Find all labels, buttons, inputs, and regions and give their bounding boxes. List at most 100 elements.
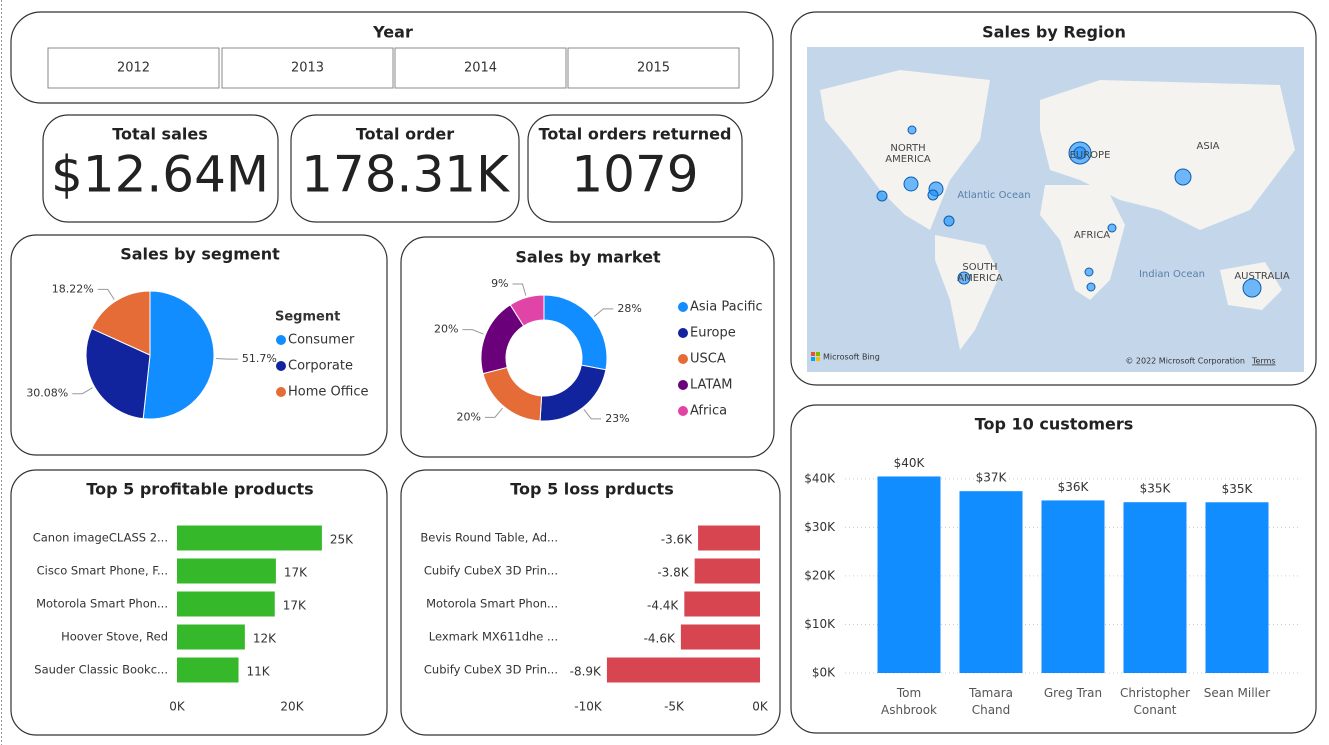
map-copyright: © 2022 Microsoft Corporation xyxy=(1125,357,1245,366)
y-tick-label: Sauder Classic Bookc... xyxy=(34,663,168,677)
data-label: 51.7% xyxy=(242,352,277,365)
y-tick-label: Lexmark MX611dhe ... xyxy=(429,630,558,644)
data-label: $35K xyxy=(1222,482,1254,496)
bar xyxy=(177,657,239,683)
year-label: 2015 xyxy=(637,61,670,76)
map-label: Indian Ocean xyxy=(1138,269,1206,280)
data-label: 28% xyxy=(617,302,641,315)
bar xyxy=(1041,500,1105,673)
year-button[interactable] xyxy=(394,47,567,89)
bar xyxy=(698,525,760,551)
x-tick-label: 0K xyxy=(169,700,186,714)
legend-marker xyxy=(276,387,286,397)
map-terms[interactable]: Terms xyxy=(1251,357,1276,366)
legend-label: Corporate xyxy=(288,359,353,374)
y-tick-label: $30K xyxy=(804,520,836,534)
year-button[interactable] xyxy=(567,47,740,89)
y-tick-label: $0K xyxy=(812,666,836,680)
y-tick-label: Hoover Stove, Red xyxy=(61,630,168,644)
data-label: 12K xyxy=(253,632,277,646)
y-tick-label: Motorola Smart Phon... xyxy=(426,597,558,611)
legend-marker xyxy=(678,354,688,364)
data-label: 17K xyxy=(283,599,307,613)
chart-title: Sales by market xyxy=(515,248,661,267)
legend-title: Segment xyxy=(275,310,340,325)
chart-title: Top 5 loss prducts xyxy=(510,480,673,499)
map-title: Sales by Region xyxy=(982,23,1126,42)
leader-line xyxy=(72,387,93,395)
map-label: AUSTRALIA xyxy=(1234,271,1290,282)
bar xyxy=(177,591,275,617)
data-label: 30.08% xyxy=(26,387,68,400)
data-label: 20% xyxy=(434,323,458,336)
card-value: 1079 xyxy=(571,146,698,204)
bar xyxy=(177,624,245,650)
chart-title: Top 5 profitable products xyxy=(86,480,313,499)
y-tick-label: Cubify CubeX 3D Prin... xyxy=(424,663,558,677)
data-label: 17K xyxy=(284,566,308,580)
slice xyxy=(142,290,215,420)
map-label: ASIA xyxy=(1196,141,1220,152)
map-label: SOUTH AMERICA xyxy=(957,262,1003,284)
leader-line xyxy=(512,283,527,296)
map-brand: Microsoft Bing xyxy=(823,353,880,362)
bar xyxy=(877,476,941,673)
card-panel xyxy=(527,114,743,223)
year-button[interactable] xyxy=(47,47,220,89)
bar xyxy=(694,558,760,584)
y-tick-label: Motorola Smart Phon... xyxy=(36,597,168,611)
leader-line xyxy=(215,358,238,360)
map-bubbles xyxy=(876,125,1262,298)
x-tick-label: 20K xyxy=(280,700,304,714)
card-value: $12.64M xyxy=(51,146,269,204)
chart-title: Top 10 customers xyxy=(975,415,1134,434)
slice xyxy=(91,290,151,356)
legend-marker xyxy=(678,302,688,312)
y-tick-label: $10K xyxy=(804,617,836,631)
legend-label: Africa xyxy=(690,404,727,419)
data-label: -8.9K xyxy=(570,665,602,679)
data-label: $40K xyxy=(894,456,926,470)
x-tick-label: Tom Ashbrook xyxy=(881,686,937,717)
data-label: $35K xyxy=(1140,482,1172,496)
leader-line xyxy=(484,407,503,418)
y-tick-label: $40K xyxy=(804,471,836,485)
legend-label: Asia Pacific xyxy=(690,300,763,315)
x-tick-label: Tamara Chand xyxy=(968,686,1014,717)
data-label: -3.8K xyxy=(657,566,689,580)
bar xyxy=(177,558,276,584)
x-tick-label: Sean Miller xyxy=(1203,686,1271,700)
map-label: AFRICA xyxy=(1073,230,1111,241)
card-panel xyxy=(42,114,279,223)
legend-marker xyxy=(678,380,688,390)
data-label: $36K xyxy=(1058,480,1090,494)
data-label: 9% xyxy=(491,277,508,290)
legend-marker xyxy=(678,406,688,416)
map-label: EUROPE xyxy=(1069,150,1111,161)
year-label: 2013 xyxy=(291,61,324,76)
x-tick-label: -5K xyxy=(664,700,685,714)
leader-line xyxy=(593,308,614,317)
slice xyxy=(85,327,151,420)
card-title: Total order xyxy=(356,125,454,144)
x-tick-label: 0K xyxy=(752,700,769,714)
leader-line xyxy=(97,288,115,300)
bar xyxy=(177,525,322,551)
legend-marker xyxy=(678,328,688,338)
y-tick-label: Bevis Round Table, Ad... xyxy=(420,531,558,545)
data-label: 25K xyxy=(330,533,354,547)
card-panel xyxy=(290,114,520,223)
y-tick-label: Cisco Smart Phone, F... xyxy=(37,564,168,578)
y-tick-label: Canon imageCLASS 2... xyxy=(33,531,168,545)
chart-title: Sales by segment xyxy=(120,245,280,264)
bar xyxy=(680,624,760,650)
bar xyxy=(959,491,1023,673)
data-label: 23% xyxy=(605,412,629,425)
x-tick-label: Greg Tran xyxy=(1043,686,1103,700)
card-title: Total sales xyxy=(112,125,207,144)
year-button[interactable] xyxy=(221,47,394,89)
leader-line xyxy=(583,409,602,420)
data-label: 20% xyxy=(456,410,480,423)
y-tick-label: $20K xyxy=(804,568,836,582)
